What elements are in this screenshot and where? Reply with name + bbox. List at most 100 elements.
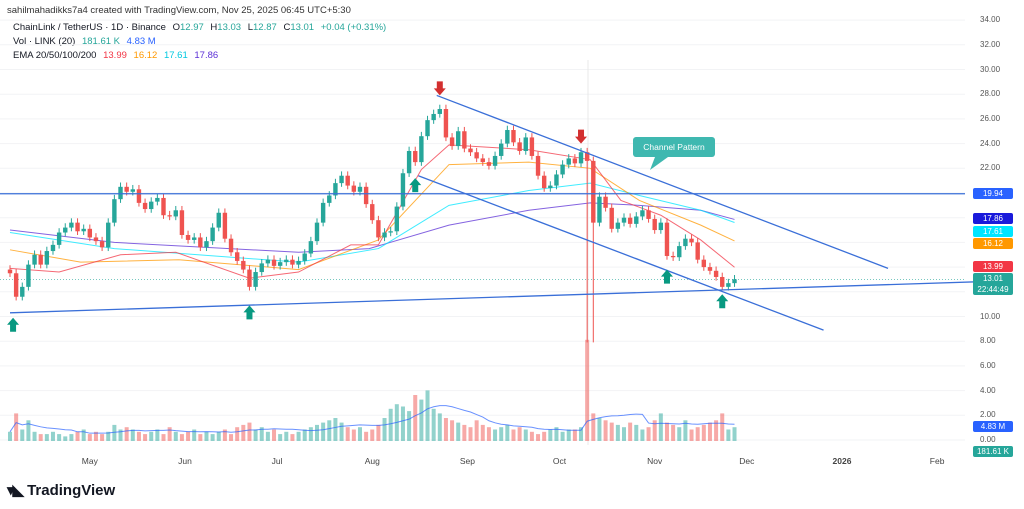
volume-bar — [701, 424, 706, 441]
y-tick-label: 30.00 — [980, 64, 1001, 74]
candle-body — [99, 241, 105, 248]
candle-body — [314, 222, 320, 242]
candle-body — [541, 175, 547, 189]
volume-bar — [585, 339, 590, 441]
tradingview-logo[interactable]: ▾◣ TradingView — [7, 481, 115, 500]
y-tick-label: 28.00 — [980, 89, 1001, 99]
volume-bar — [720, 413, 725, 441]
candle-body — [259, 263, 264, 273]
volume-bar — [339, 422, 344, 441]
candle-body — [634, 216, 639, 224]
volume-bar — [591, 413, 596, 441]
candle-body — [75, 222, 80, 232]
candle-body — [351, 185, 357, 192]
price-badge: 19.94 — [973, 187, 1013, 199]
y-tick-label: 0.00 — [980, 435, 996, 444]
candle-body — [419, 136, 424, 163]
volume-bar — [529, 431, 534, 441]
volume-bar — [726, 429, 731, 441]
volume-bar — [247, 422, 252, 441]
candle-body — [677, 246, 682, 258]
candle-body — [627, 217, 633, 224]
volume-bar — [597, 418, 602, 441]
volume-bar — [216, 431, 221, 441]
volume-bar — [253, 429, 258, 441]
volume-bar — [664, 422, 669, 441]
x-tick-label: Dec — [739, 456, 755, 466]
volume-label[interactable]: Vol · LINK (20) — [13, 36, 76, 47]
volume-bar — [81, 429, 86, 441]
volume-bar — [634, 424, 639, 441]
volume-bar — [640, 429, 645, 441]
candle-body — [382, 232, 387, 238]
x-tick-label: Feb — [929, 456, 945, 466]
y-tick-label: 10.00 — [980, 311, 1001, 321]
volume-bar — [14, 413, 19, 441]
down-arrow-icon — [433, 81, 446, 96]
callout-pointer — [650, 157, 668, 170]
volume-bar — [149, 431, 154, 441]
volume-bar — [20, 429, 25, 441]
x-tick-label: Oct — [552, 456, 567, 466]
up-arrow-icon — [716, 294, 729, 309]
ema200-value: 17.86 — [194, 50, 219, 61]
candle-body — [707, 267, 713, 271]
candle-body — [247, 269, 252, 287]
price-badge: 13.01 22:44:49 — [973, 273, 1013, 296]
candle-body — [155, 197, 160, 202]
volume-bar — [443, 418, 448, 441]
candle-body — [437, 109, 442, 114]
open-value: 12.97 — [180, 22, 204, 33]
volume-bar — [87, 434, 92, 441]
x-tick-label: May — [81, 456, 98, 466]
candle-body — [517, 142, 522, 152]
volume-ma-value: 4.83 M — [126, 36, 156, 47]
volume-bar — [658, 413, 663, 441]
candle-body — [20, 286, 25, 297]
candle-body — [118, 186, 123, 200]
candle-body — [732, 279, 737, 284]
price-badge: 13.99 — [973, 261, 1013, 273]
volume-bar — [26, 420, 31, 441]
badge-value: 17.86 — [982, 214, 1004, 224]
high-label: H — [210, 22, 218, 33]
candle-body — [505, 130, 510, 144]
candle-body — [413, 151, 418, 163]
candle-body — [271, 259, 277, 266]
ema-label[interactable]: EMA 20/50/100/200 — [13, 50, 97, 61]
volume-bar — [278, 434, 283, 441]
candle-body — [44, 251, 50, 265]
candle-body — [640, 210, 645, 217]
candle-body — [210, 227, 215, 242]
candle-body — [370, 204, 375, 221]
volume-bar — [136, 431, 141, 441]
volume-bar — [32, 431, 37, 441]
volume-bar — [425, 390, 430, 441]
candle-body — [87, 228, 93, 238]
volume-bar — [689, 429, 694, 441]
volume-bar — [683, 420, 688, 441]
candle-body — [234, 252, 240, 261]
change-value: +0.04 (+0.31%) — [320, 22, 387, 33]
symbol-name[interactable]: ChainLink / TetherUS · 1D · Binance — [13, 22, 166, 33]
volume-bar — [241, 424, 246, 441]
volume-bar — [333, 418, 338, 441]
volume-bar — [542, 431, 547, 441]
badge-value: 13.01 — [982, 274, 1004, 284]
candle-body — [603, 196, 608, 208]
badge-value: 17.61 — [982, 226, 1004, 236]
x-tick-label: Sep — [459, 456, 475, 466]
badge-value: 181.61 K — [976, 447, 1010, 456]
volume-bar — [229, 434, 234, 441]
candle-body — [449, 137, 455, 147]
volume-bar — [50, 431, 55, 441]
candle-body — [130, 189, 135, 192]
volume-bar — [505, 424, 510, 441]
volume-bar — [437, 413, 442, 441]
symbol-legend: ChainLink / TetherUS · 1D · Binance O12.… — [13, 22, 390, 33]
volume-bar — [622, 427, 626, 441]
candle-body — [713, 270, 719, 277]
candle-body — [302, 253, 307, 261]
candle-body — [462, 131, 467, 149]
